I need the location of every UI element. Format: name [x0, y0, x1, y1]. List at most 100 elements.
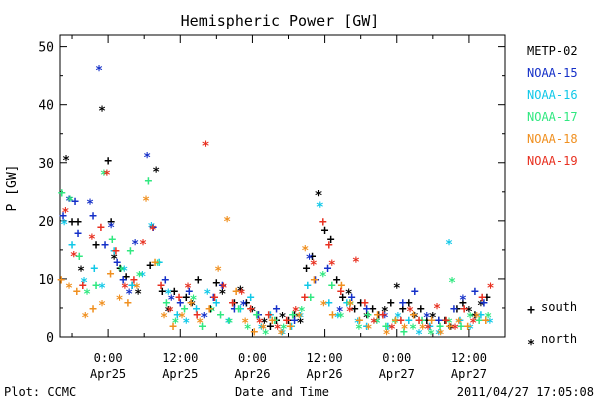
data-point-noaa-16: *	[445, 238, 453, 253]
data-point-noaa-17: +	[92, 279, 100, 294]
data-point-noaa-16: *	[258, 322, 266, 337]
data-point-noaa-18: +	[374, 308, 382, 323]
y-tick-label: 20	[38, 215, 54, 230]
legend-item-noaa-15: NOAA-15	[527, 66, 578, 80]
data-point-noaa-18: +	[286, 319, 294, 334]
data-point-noaa-19: +	[265, 308, 273, 323]
marker-legend-label: south	[541, 300, 577, 314]
data-point-metp-02: *	[188, 299, 196, 314]
data-point-noaa-19: *	[238, 288, 246, 303]
data-point-noaa-17: +	[475, 314, 483, 329]
data-point-noaa-15: +	[291, 314, 299, 329]
data-point-noaa-15: +	[74, 226, 82, 241]
x-tick-label-date: Apr26	[307, 367, 343, 381]
data-point-noaa-18: *	[81, 311, 89, 326]
data-point-noaa-18: *	[65, 282, 73, 297]
data-point-metp-02: *	[345, 288, 353, 303]
legend: METP-02 NOAA-15 NOAA-16 NOAA-17 NOAA-18 NOAA-…	[527, 44, 578, 353]
data-point-noaa-16: *	[373, 317, 381, 332]
data-point-noaa-19: +	[112, 244, 120, 259]
data-point-noaa-16: *	[80, 276, 88, 291]
data-point-metp-02: +	[230, 296, 238, 311]
data-point-noaa-18: *	[133, 282, 141, 297]
data-point-metp-02: +	[212, 276, 220, 291]
data-point-metp-02: +	[122, 270, 130, 285]
data-point-metp-02: *	[429, 311, 437, 326]
data-point-noaa-19: *	[433, 302, 441, 317]
data-point-metp-02: +	[423, 314, 431, 329]
data-point-noaa-15: +	[348, 290, 356, 305]
data-point-noaa-19: *	[103, 168, 111, 183]
data-point-noaa-16: *	[297, 311, 305, 326]
data-point-metp-02: +	[387, 296, 395, 311]
data-point-noaa-17: *	[355, 322, 363, 337]
data-point-noaa-19: +	[229, 296, 237, 311]
data-point-metp-02: +	[194, 273, 202, 288]
x-tick-label-time: 0:00	[382, 351, 411, 365]
data-point-noaa-16: *	[316, 200, 324, 215]
data-point-noaa-17: +	[163, 296, 171, 311]
y-axis: 0 10 20 30 40 50	[38, 41, 505, 346]
data-point-noaa-18: +	[392, 314, 400, 329]
data-point-noaa-16: +	[288, 319, 296, 334]
data-point-metp-02: *	[164, 305, 172, 320]
data-point-noaa-17: +	[289, 308, 297, 323]
data-point-noaa-19: +	[283, 314, 291, 329]
data-point-noaa-19: *	[370, 317, 378, 332]
data-point-noaa-16: *	[279, 328, 287, 343]
data-point-noaa-16: *	[415, 328, 423, 343]
data-point-noaa-19: *	[424, 322, 432, 337]
data-point-metp-02: +	[351, 302, 359, 317]
data-point-noaa-19: *	[139, 238, 147, 253]
data-point-noaa-18: *	[383, 328, 391, 343]
data-point-metp-02: +	[291, 308, 299, 323]
data-point-metp-02: +	[273, 314, 281, 329]
data-point-noaa-17: +	[75, 250, 83, 265]
data-point-noaa-19: *	[310, 259, 318, 274]
data-point-noaa-15: +	[324, 261, 332, 276]
data-point-noaa-17: *	[66, 195, 74, 210]
data-point-noaa-18: +	[151, 256, 159, 271]
data-point-noaa-15: *	[239, 299, 247, 314]
data-point-noaa-19: *	[149, 224, 157, 239]
data-point-noaa-19: *	[88, 232, 96, 247]
data-point-noaa-19: *	[256, 317, 264, 332]
data-point-metp-02: *	[381, 305, 389, 320]
data-point-metp-02: *	[236, 285, 244, 300]
data-point-noaa-19: *	[469, 317, 477, 332]
data-point-noaa-18: +	[73, 285, 81, 300]
data-point-noaa-15: *	[143, 151, 151, 166]
data-point-noaa-19: +	[361, 296, 369, 311]
data-point-noaa-18: *	[241, 317, 249, 332]
data-point-noaa-16: +	[426, 319, 434, 334]
data-point-noaa-17: +	[307, 290, 315, 305]
data-point-noaa-16: *	[334, 311, 342, 326]
data-point-noaa-19: *	[274, 322, 282, 337]
data-point-metp-02: *	[62, 154, 70, 169]
data-point-metp-02: +	[483, 290, 491, 305]
data-point-noaa-15: +	[149, 221, 157, 236]
data-point-noaa-19: +	[337, 285, 345, 300]
data-point-noaa-15: *	[167, 293, 175, 308]
data-point-noaa-17: *	[445, 317, 453, 332]
data-point-noaa-19: *	[202, 139, 210, 154]
data-point-noaa-17: *	[484, 311, 492, 326]
data-point-noaa-19: +	[79, 279, 87, 294]
data-point-metp-02: +	[107, 215, 115, 230]
data-point-noaa-17: *	[280, 322, 288, 337]
data-point-noaa-16: *	[224, 317, 232, 332]
data-point-noaa-18: +	[482, 314, 490, 329]
data-points: *++*+*++*+++*+*+*+ +*+++*+*+*+*++*++*++*+…	[57, 64, 494, 343]
data-point-noaa-18: *	[295, 311, 303, 326]
data-point-metp-02: +	[68, 215, 76, 230]
data-point-noaa-15: *	[336, 305, 344, 320]
data-point-metp-02: +	[333, 273, 341, 288]
data-point-noaa-17: +	[457, 319, 465, 334]
data-point-noaa-15: *	[86, 198, 94, 213]
data-point-metp-02: *	[297, 317, 305, 332]
data-point-metp-02: +	[255, 308, 263, 323]
data-point-noaa-16: +	[384, 319, 392, 334]
data-point-noaa-19: +	[415, 314, 423, 329]
data-point-noaa-15: +	[113, 256, 121, 271]
